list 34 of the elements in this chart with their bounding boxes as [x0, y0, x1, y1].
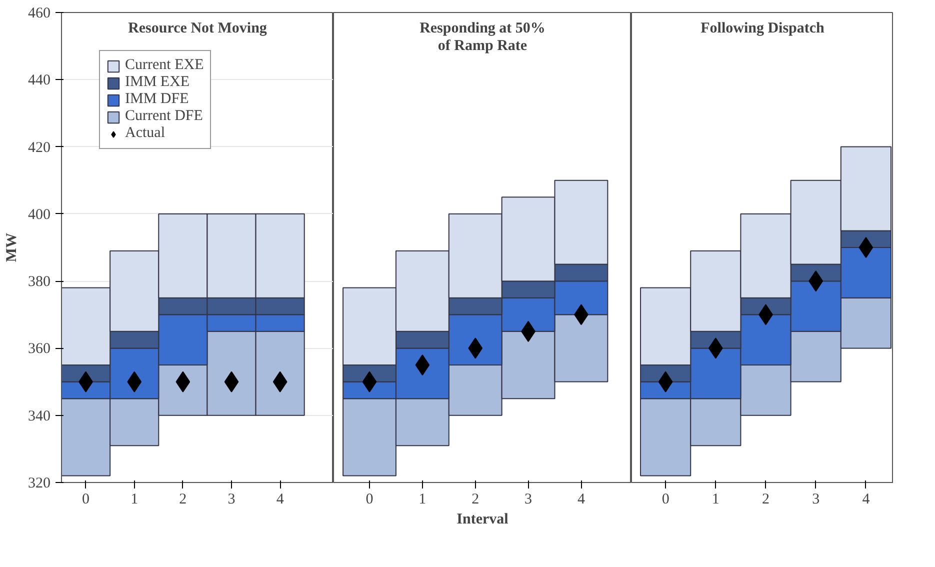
x-tick-label: 0 [662, 492, 670, 508]
x-axis-title: Interval [456, 512, 508, 528]
x-tick-label: 0 [366, 492, 374, 508]
x-tick-label: 4 [577, 492, 586, 508]
y-axis-title: MW [4, 232, 20, 262]
y-tick-label: 340 [28, 408, 50, 424]
y-tick-label: 380 [28, 274, 50, 290]
x-tick-label: 1 [418, 492, 426, 508]
x-tick-label: 2 [472, 492, 480, 508]
text: Following Dispatch [700, 20, 826, 36]
x-tick-label: 4 [862, 492, 870, 508]
y-tick-label: 320 [28, 476, 50, 492]
x-tick-label: 0 [82, 492, 90, 508]
y-tick-label: 460 [28, 6, 50, 22]
x-tick-label: 3 [812, 492, 820, 508]
y-tick-label: 360 [28, 341, 50, 358]
legend-label: Current EXE [125, 57, 204, 74]
legend-label: Current DFE [125, 108, 203, 125]
y-tick-label: 440 [28, 72, 50, 89]
x-tick-label: 2 [762, 492, 770, 508]
text: Responding at 50% of Ramp Rate [420, 20, 546, 54]
legend-label: IMM DFE [125, 91, 189, 108]
x-tick-label: 3 [524, 492, 532, 508]
y-tick-label: 420 [28, 140, 50, 156]
y-tick-label: 400 [28, 206, 50, 223]
x-tick-label: 3 [228, 492, 236, 508]
text: Resource Not Moving [128, 20, 268, 36]
legend-label: Actual [125, 125, 165, 142]
x-tick-label: 1 [712, 492, 720, 508]
legend-label: IMM EXE [125, 74, 190, 91]
x-tick-label: 1 [130, 492, 138, 508]
point [858, 237, 874, 258]
x-tick-label: 4 [276, 492, 284, 508]
x-tick-label: 2 [179, 492, 187, 508]
